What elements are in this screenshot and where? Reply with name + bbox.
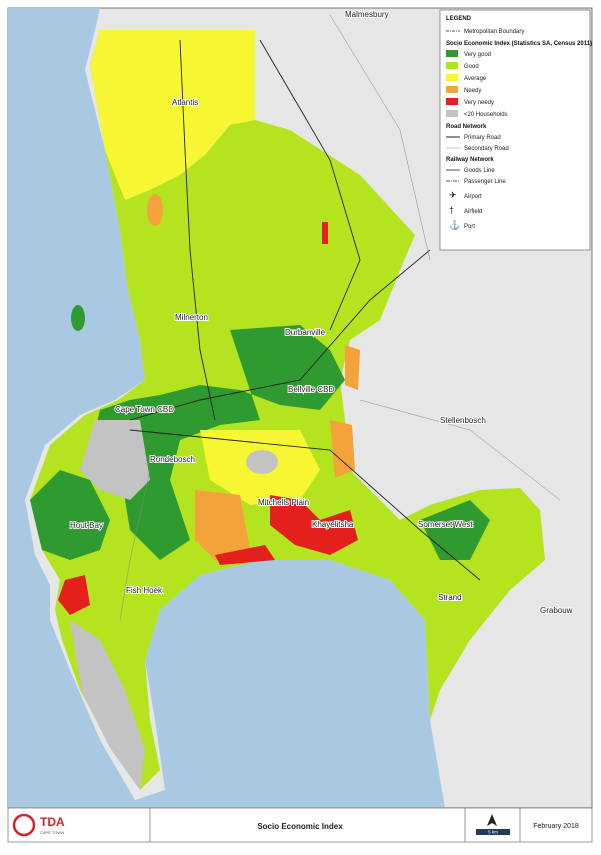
legend-swatch: [446, 50, 458, 57]
very-needy-area: [270, 495, 358, 555]
facility-symbol: ✈: [449, 190, 457, 200]
legend-swatch: [446, 110, 458, 117]
facility-symbol: †: [449, 205, 454, 215]
primary-road: [129, 249, 431, 421]
place-label: Fish Hoek: [126, 586, 163, 595]
needy-area: [330, 420, 355, 478]
place-label: Cape Town CBD: [115, 405, 174, 414]
legend-heading: Railway Network: [446, 157, 494, 163]
place-label: Milnerton: [175, 313, 208, 322]
scale-bar: [476, 829, 510, 835]
place-label: Durbanville: [285, 328, 326, 337]
logo-text: TDA: [40, 815, 65, 829]
place-label: Strand: [438, 593, 462, 602]
secondary-road: [119, 469, 151, 621]
legend-entry: Very needy: [464, 100, 494, 106]
secondary-road: [329, 14, 431, 261]
legend-entry: Average: [464, 76, 487, 82]
sea: [8, 8, 445, 808]
legend-entry: Airport: [464, 194, 482, 200]
legend-entry: Port: [464, 224, 475, 230]
very-needy-area: [322, 222, 328, 244]
legend-entry: Needy: [464, 88, 481, 94]
place-label: Atlantis: [172, 98, 198, 107]
legend-heading: Road Network: [446, 124, 487, 130]
legend-entry: Primary Road: [464, 135, 501, 141]
footer-box: [7, 807, 593, 843]
legend-entry: Airfield: [464, 209, 482, 215]
legend-swatch: [446, 98, 458, 105]
place-label: Somerset West: [418, 520, 473, 529]
legend-swatch: [446, 74, 458, 81]
secondary-roads: [119, 14, 561, 621]
needy-area: [195, 490, 250, 560]
legend-entry: Good: [464, 64, 479, 70]
place-label: Bellville CBD: [288, 385, 334, 394]
logo-icon: [12, 813, 36, 837]
legend-heading: Socio Economic Index (Statistics SA, Cen…: [446, 41, 592, 47]
place-label: Grabouw: [540, 606, 573, 615]
footer-date: February 2018: [533, 823, 579, 830]
very-needy-area: [58, 575, 90, 615]
place-label: Hout Bay: [70, 521, 103, 530]
legend-entry: Passenger Line: [464, 179, 506, 185]
footer-title: Socio Economic Index: [257, 822, 343, 831]
legend-entry: Very good: [464, 52, 491, 58]
airport-area: [246, 450, 278, 474]
needy-area: [345, 345, 360, 390]
secondary-road: [359, 399, 561, 501]
place-label: Khayelitsha: [312, 520, 354, 529]
primary-road: [179, 39, 216, 421]
legend-swatch: [446, 86, 458, 93]
primary-road: [129, 429, 481, 581]
place-label: Rondebosch: [150, 455, 195, 464]
legend-entry: Secondary Road: [464, 146, 509, 152]
place-label: Stellenbosch: [440, 416, 486, 425]
legend-entry: Metropolitan Boundary: [464, 29, 524, 35]
primary-road: [259, 39, 361, 331]
legend-title: LEGEND: [446, 16, 472, 22]
legend-entry: Goods Line: [464, 168, 495, 174]
legend-entry: <20 Households: [464, 112, 508, 118]
robben-island: [71, 305, 85, 331]
legend-box: [439, 9, 591, 251]
legend-swatch: [446, 62, 458, 69]
very-needy-area: [215, 545, 275, 565]
place-label: Malmesbury: [345, 10, 389, 19]
gray-area: [80, 420, 150, 500]
place-label: Mitchells Plain: [258, 498, 309, 507]
scale-label: 5 km: [488, 830, 498, 835]
very-good-area: [30, 470, 110, 560]
north-arrow: [487, 814, 497, 826]
primary-roads: [129, 39, 481, 581]
atlantis-average: [90, 30, 255, 200]
facility-symbol: ⚓: [449, 219, 460, 230]
logo-subtext: CAPE TOWN: [40, 830, 64, 835]
footer: TDA CAPE TOWN Socio Economic Index 5 km …: [7, 807, 593, 843]
legend: LEGEND Metropolitan Boundary Socio Economi…: [439, 9, 592, 251]
peninsula-gray: [70, 620, 145, 790]
needy-area: [147, 194, 163, 226]
